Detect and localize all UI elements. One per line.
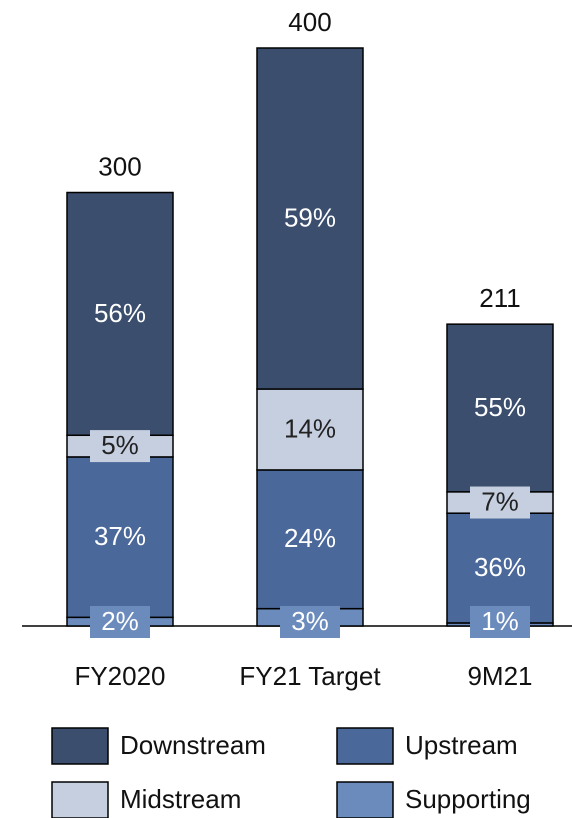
x-tick-label: FY2020 <box>74 661 165 691</box>
label-box <box>280 606 340 638</box>
total-label: 400 <box>288 7 331 37</box>
legend-swatch <box>336 727 394 765</box>
x-tick-label: FY21 Target <box>239 661 381 691</box>
data-label: 56% <box>94 298 146 328</box>
data-label: 5% <box>101 430 139 460</box>
data-label: 3% <box>291 606 329 636</box>
data-label: 2% <box>101 606 139 636</box>
bar-segment <box>66 191 174 437</box>
data-label: 55% <box>474 392 526 422</box>
bar-segment <box>256 47 364 390</box>
label-box <box>90 606 150 638</box>
data-label: 1% <box>481 606 519 636</box>
legend-label: Upstream <box>405 730 518 760</box>
bar-segment <box>256 388 364 471</box>
label-box <box>470 606 530 638</box>
x-tick-label: 9M21 <box>467 661 532 691</box>
bar-segment <box>66 456 174 619</box>
label-box <box>470 486 530 519</box>
legend-swatch <box>51 781 109 818</box>
data-label: 59% <box>284 202 336 232</box>
legend-swatch <box>336 781 394 818</box>
total-label: 300 <box>98 151 141 181</box>
data-label: 36% <box>474 552 526 582</box>
legend-label: Midstream <box>120 784 241 814</box>
data-label: 37% <box>94 521 146 551</box>
label-box <box>90 430 150 463</box>
legend-label: Downstream <box>120 730 266 760</box>
data-label: 7% <box>481 486 519 516</box>
legend-label: Supporting <box>405 784 531 814</box>
legend-swatch <box>51 727 109 765</box>
bar-segment <box>256 469 364 610</box>
data-label: 14% <box>284 413 336 443</box>
data-label: 24% <box>284 523 336 553</box>
bar-segment <box>446 323 554 493</box>
total-label: 211 <box>479 283 520 313</box>
